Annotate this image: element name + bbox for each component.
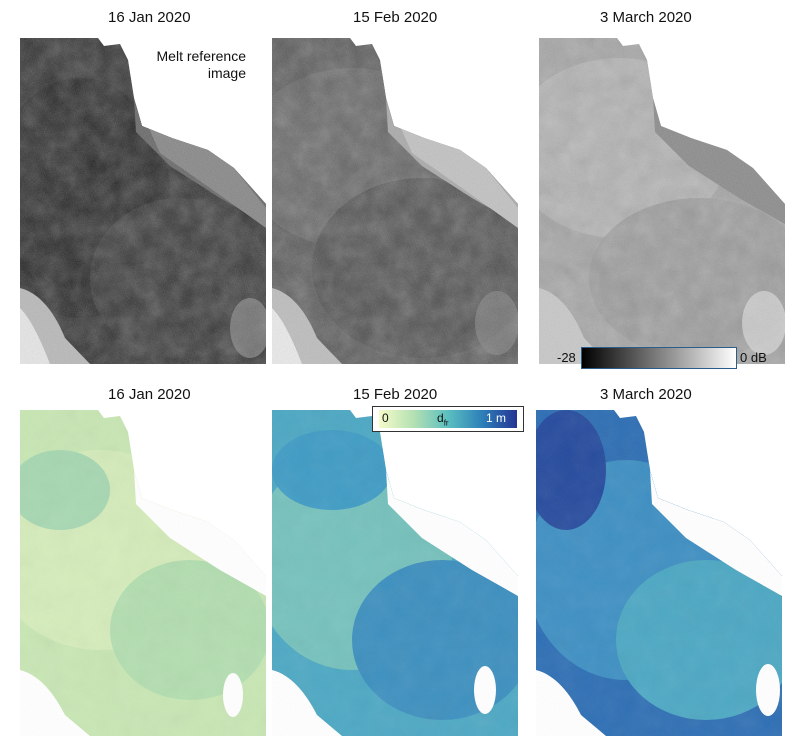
melt-reference-line2: image [207,65,246,81]
panel-title-top-1: 16 Jan 2020 [108,9,191,26]
sar-image-15-feb [272,38,518,364]
panel-title-bottom-2: 15 Feb 2020 [353,386,438,403]
thickness-map-16-jan [20,410,266,736]
colorbar-thickness-symbol-main: d [437,411,444,425]
colorbar-db-min: -28 [557,350,576,365]
colorbar-thickness-symbol-sub: fr [443,418,449,428]
colorbar-thickness: 0 dfr 1 m [372,406,524,432]
colorbar-db-max: 0 dB [740,350,767,365]
melt-reference-line1: Melt reference [156,48,246,64]
thickness-map-15-feb [272,410,518,736]
thickness-map-3-march [536,410,782,736]
panel-title-top-3: 3 March 2020 [600,9,692,26]
colorbar-thickness-max: 1 m [486,411,507,425]
melt-reference-label: Melt reference image [130,48,246,82]
colorbar-thickness-min: 0 [382,411,389,425]
sar-image-3-march [539,38,785,364]
sar-image-16-jan [20,38,266,364]
panel-title-bottom-1: 16 Jan 2020 [108,386,191,403]
colorbar-thickness-symbol: dfr [437,411,449,427]
panel-title-top-2: 15 Feb 2020 [353,9,438,26]
colorbar-db [581,347,737,369]
panel-title-bottom-3: 3 March 2020 [600,386,692,403]
